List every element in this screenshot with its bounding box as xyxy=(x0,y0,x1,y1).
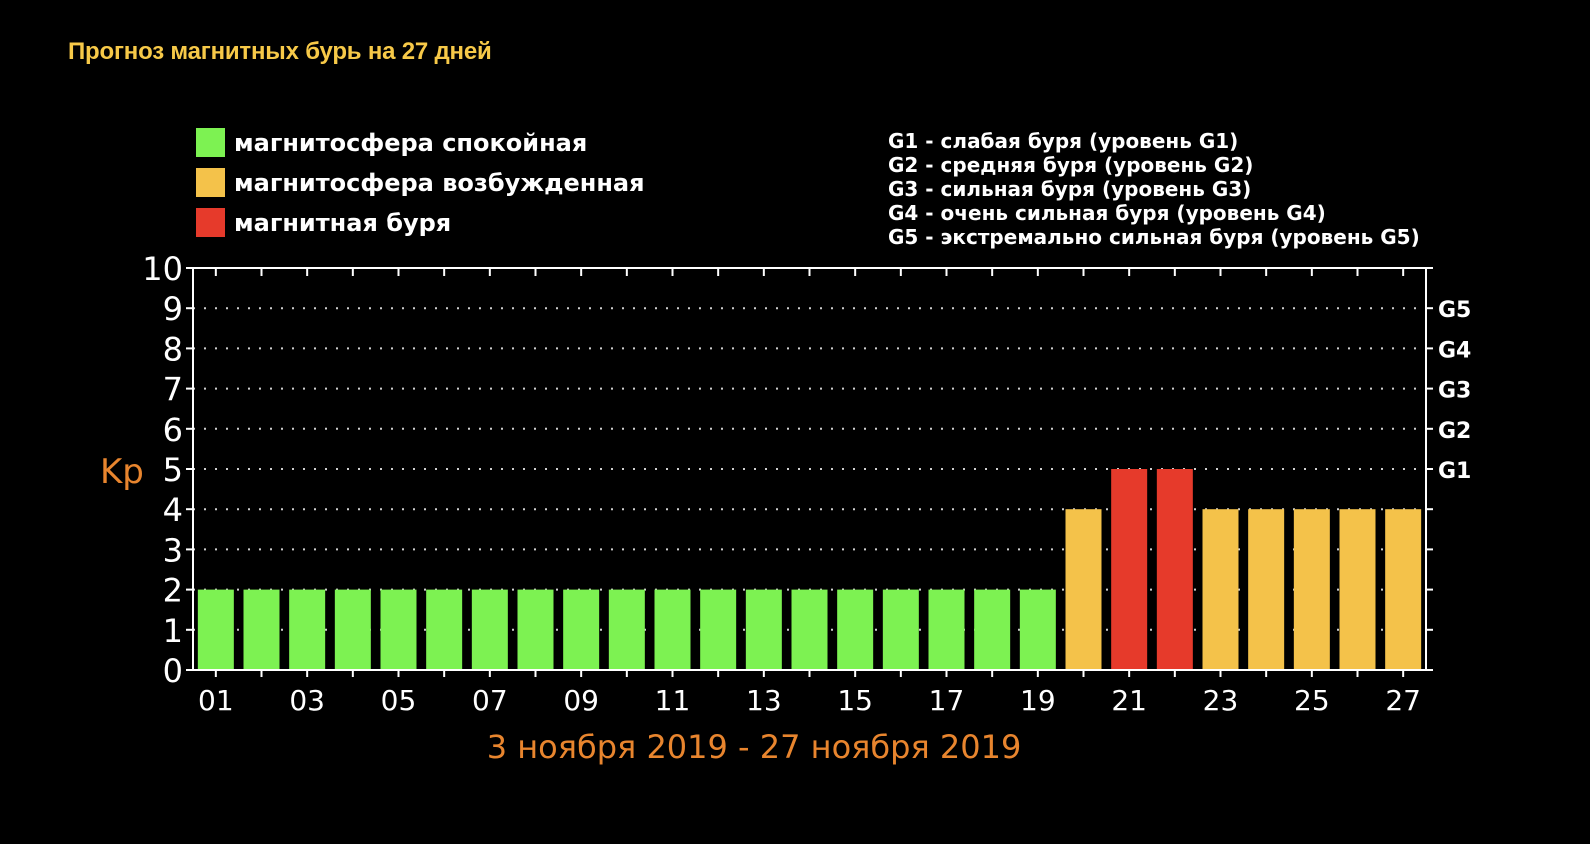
g-legend-item: G1 - слабая буря (уровень G1) xyxy=(888,129,1238,153)
bar-day-23 xyxy=(1202,509,1239,670)
y-tick-label: 5 xyxy=(163,451,183,489)
y-tick-label: 0 xyxy=(163,652,183,690)
g-legend-item: G4 - очень сильная буря (уровень G4) xyxy=(888,201,1326,225)
g-level-label: G2 xyxy=(1438,419,1471,444)
g-level-label: G1 xyxy=(1438,459,1471,484)
y-tick-label: 6 xyxy=(163,411,183,449)
y-tick-label: 4 xyxy=(163,491,183,529)
legend-swatch-quiet xyxy=(196,128,225,157)
bar-day-04 xyxy=(334,589,371,670)
bar-day-01 xyxy=(197,589,234,670)
legend-label-quiet: магнитосфера спокойная xyxy=(234,129,587,157)
bar-day-07 xyxy=(471,589,508,670)
bar-day-13 xyxy=(745,589,782,670)
g-legend-item: G5 - экстремально сильная буря (уровень … xyxy=(888,225,1420,249)
g-level-label: G5 xyxy=(1438,298,1471,323)
y-tick-label: 3 xyxy=(163,531,183,569)
bar-day-15 xyxy=(837,589,874,670)
g-level-label: G4 xyxy=(1438,338,1471,363)
bar-day-21 xyxy=(1111,469,1148,670)
x-tick-label: 13 xyxy=(746,684,782,717)
y-axis-label: Kp xyxy=(100,452,144,492)
x-tick-label: 23 xyxy=(1203,684,1239,717)
y-tick-label: 10 xyxy=(142,250,183,288)
page-title: Прогноз магнитных бурь на 27 дней xyxy=(68,38,492,65)
x-tick-label: 19 xyxy=(1020,684,1056,717)
x-tick-label: 03 xyxy=(289,684,325,717)
x-tick-label: 25 xyxy=(1294,684,1330,717)
legend-label-storm: магнитная буря xyxy=(234,209,451,237)
bar-day-27 xyxy=(1385,509,1422,670)
bar-day-06 xyxy=(426,589,463,670)
bar-day-12 xyxy=(700,589,737,670)
x-tick-label: 09 xyxy=(563,684,599,717)
bar-day-22 xyxy=(1156,469,1193,670)
y-tick-label: 2 xyxy=(163,572,183,610)
y-tick-label: 9 xyxy=(163,290,183,328)
x-tick-label: 11 xyxy=(655,684,691,717)
y-tick-label: 8 xyxy=(163,330,183,368)
x-tick-label: 17 xyxy=(929,684,965,717)
legend-label-active: магнитосфера возбужденная xyxy=(234,169,645,197)
bar-day-09 xyxy=(563,589,600,670)
x-tick-label: 15 xyxy=(837,684,873,717)
bar-day-16 xyxy=(882,589,919,670)
bar-day-24 xyxy=(1248,509,1285,670)
bar-day-26 xyxy=(1339,509,1376,670)
legend-swatch-active xyxy=(196,168,225,197)
bar-day-25 xyxy=(1293,509,1330,670)
bar-day-05 xyxy=(380,589,417,670)
bar-day-17 xyxy=(928,589,965,670)
x-axis-label: 3 ноября 2019 - 27 ноября 2019 xyxy=(487,728,1022,766)
bar-day-03 xyxy=(289,589,326,670)
x-tick-label: 27 xyxy=(1385,684,1421,717)
g-legend-item: G3 - сильная буря (уровень G3) xyxy=(888,177,1251,201)
y-tick-label: 1 xyxy=(163,612,183,650)
bar-day-19 xyxy=(1019,589,1056,670)
bar-day-11 xyxy=(654,589,691,670)
bar-day-08 xyxy=(517,589,554,670)
x-tick-label: 07 xyxy=(472,684,508,717)
bar-day-02 xyxy=(243,589,280,670)
bar-day-18 xyxy=(974,589,1011,670)
legend-swatch-storm xyxy=(196,208,225,237)
x-tick-label: 21 xyxy=(1111,684,1147,717)
bar-day-14 xyxy=(791,589,828,670)
g-level-label: G3 xyxy=(1438,379,1471,404)
g-legend-item: G2 - средняя буря (уровень G2) xyxy=(888,153,1253,177)
x-tick-label: 05 xyxy=(381,684,417,717)
bar-day-20 xyxy=(1065,509,1102,670)
bar-day-10 xyxy=(608,589,645,670)
x-tick-label: 01 xyxy=(198,684,234,717)
y-tick-label: 7 xyxy=(163,371,183,409)
